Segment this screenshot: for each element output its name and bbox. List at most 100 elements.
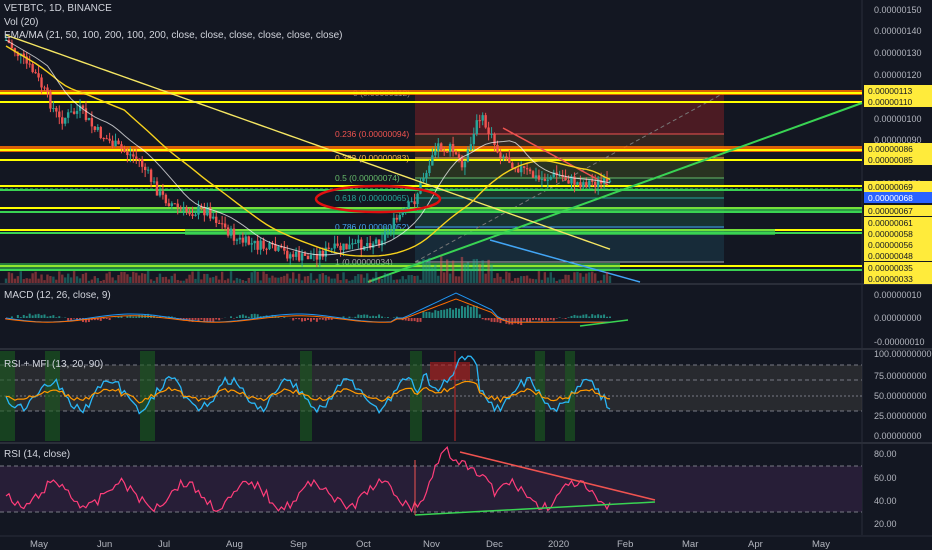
candle-body (291, 254, 295, 257)
ema-50-line (5, 45, 611, 257)
candle-body (31, 64, 34, 73)
candle-body (596, 180, 600, 187)
price-level-tag[interactable] (864, 85, 932, 96)
volume-bar (43, 280, 46, 283)
candle-body (64, 117, 67, 124)
candle-body (377, 239, 381, 246)
volume-bar (519, 276, 523, 283)
volume-bar (149, 279, 153, 283)
candle-body (585, 182, 588, 187)
candle-body (238, 237, 242, 240)
candle-body (164, 194, 168, 204)
ema-legend: EMA/MA (21, 50, 100, 200, 100, 200, clos… (4, 30, 343, 41)
price-tick-label: 0.00000090 (874, 135, 922, 145)
volume-bar (250, 272, 253, 283)
macd-histogram-bar (301, 318, 304, 322)
volume-bar (339, 280, 342, 283)
volume-bar (25, 278, 28, 283)
rsi-indicator-label[interactable]: RSI (14, close) (4, 449, 71, 460)
macd-histogram-bar (230, 316, 233, 318)
macd-histogram-bar (129, 315, 132, 318)
price-level-tag[interactable] (864, 262, 932, 273)
macd-histogram-bar (87, 318, 90, 322)
volume-bar (481, 260, 484, 283)
macd-histogram-bar (375, 316, 378, 318)
macd-histogram-bar (517, 318, 520, 325)
candle-body (431, 155, 434, 166)
macd-histogram-bar (84, 318, 87, 323)
volume-bar (13, 278, 17, 283)
volume-bar (602, 274, 606, 283)
volume-bar (155, 277, 159, 283)
fib-level-label: 0.236 (0.00000094) (335, 129, 409, 139)
candle-body (49, 92, 52, 109)
price-level-tag-text: 0.00000048 (868, 251, 913, 261)
candle-body (111, 140, 114, 147)
volume-bar (268, 277, 271, 283)
price-level-tag[interactable] (864, 250, 932, 261)
price-level-tag[interactable] (864, 143, 932, 154)
volume-bar (19, 271, 23, 283)
volume-bar (203, 273, 206, 283)
candle-body (126, 151, 129, 156)
fib-level-label: 0.618 (0.00000065) (335, 193, 409, 203)
volume-bar (10, 273, 14, 283)
macd-histogram-bar (428, 311, 431, 318)
candle-body (608, 180, 612, 182)
volume-bar (111, 277, 114, 283)
price-level-tag[interactable] (864, 192, 932, 203)
macd-histogram-bar (440, 309, 443, 318)
price-level-tag[interactable] (864, 239, 932, 250)
price-level-tag[interactable] (864, 96, 932, 107)
volume-bar (493, 278, 496, 283)
macd-histogram-bar (609, 316, 611, 318)
macd-indicator-label[interactable]: MACD (12, 26, close, 9) (4, 290, 111, 301)
macd-histogram-bar (529, 318, 532, 322)
volume-bar (425, 260, 428, 283)
macd-histogram-bar (105, 318, 108, 319)
volume-bar (336, 273, 339, 283)
volume-bar (543, 272, 547, 283)
volume-bar (588, 272, 591, 283)
volume-bar (209, 277, 212, 283)
symbol-title[interactable]: VETBTC, 1D, BINANCE (4, 3, 112, 14)
price-tick-label: 0.00000100 (874, 114, 922, 124)
price-level-tag[interactable] (864, 154, 932, 165)
price-level-tag[interactable] (864, 273, 932, 284)
volume-bar (244, 280, 248, 283)
macd-histogram-bar (132, 316, 135, 318)
price-level-tag[interactable] (864, 228, 932, 239)
time-axis-label: Jul (158, 539, 170, 550)
candle-body (386, 230, 390, 232)
volume-bar (360, 274, 363, 283)
price-level-tag[interactable] (864, 217, 932, 228)
candle-body (179, 207, 182, 209)
macd-histogram-bar (458, 308, 460, 318)
macd-histogram-bar (5, 318, 7, 320)
volume-bar (135, 272, 138, 283)
candle-body (289, 254, 292, 259)
price-level-tag[interactable] (864, 181, 932, 192)
price-level-tag[interactable] (864, 205, 932, 216)
candle-body (457, 154, 461, 158)
time-axis-label: Oct (356, 539, 371, 550)
ema-indicator-label[interactable]: EMA/MA (21, 50, 100, 200, 100, 200, clos… (4, 30, 343, 41)
macd-histogram-bar (185, 318, 188, 320)
volume-bar (567, 274, 570, 283)
candle-body (300, 253, 304, 261)
candle-body (348, 244, 351, 250)
candle-body (505, 156, 508, 158)
volume-bar (440, 256, 443, 283)
candle-body (398, 214, 401, 220)
candle-body (235, 239, 239, 241)
macd-histogram-bar (197, 318, 200, 322)
vol-indicator-label[interactable]: Vol (20) (4, 17, 39, 28)
macd-histogram-bar (298, 318, 301, 320)
volume-bar (212, 277, 215, 283)
macd-histogram-bar (46, 316, 49, 318)
macd-histogram-bar (348, 316, 351, 318)
rsi-mfi-indicator-label[interactable]: RSI + MFI (13, 20, 90) (4, 359, 104, 370)
volume-bar (342, 272, 345, 283)
